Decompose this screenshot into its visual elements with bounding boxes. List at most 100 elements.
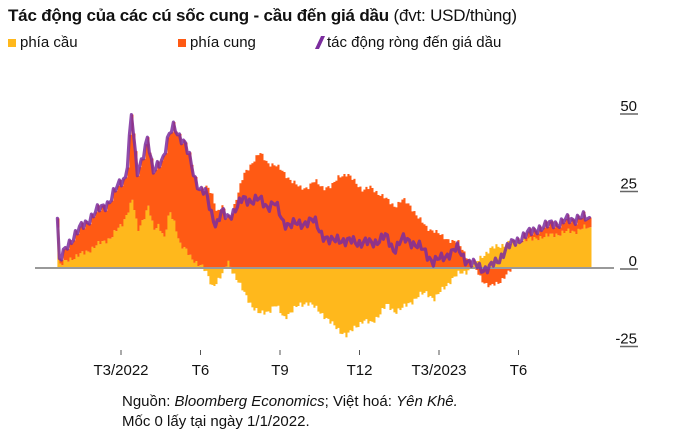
bar-supply [381, 194, 384, 268]
bar-supply [581, 218, 584, 229]
bar-supply [487, 268, 490, 288]
bar-demand [259, 268, 262, 314]
bar-demand [345, 268, 348, 338]
bar-supply [251, 163, 254, 268]
bar-demand [577, 228, 580, 268]
legend-item-net: tác động ròng đến giá dầu [314, 34, 501, 51]
bar-supply [85, 220, 88, 251]
net-impact-line [55, 113, 591, 275]
bar-demand [113, 230, 116, 268]
bar-supply [185, 142, 188, 249]
x-tick-label: T6 [510, 362, 528, 379]
bar-supply [269, 166, 272, 268]
bar-supply [159, 167, 162, 231]
bar-supply [79, 226, 82, 254]
bar-supply [329, 188, 332, 268]
bar-demand [429, 268, 432, 296]
bar-demand [217, 268, 220, 278]
bar-supply [575, 224, 578, 235]
bar-demand [141, 220, 144, 268]
bar-demand [221, 268, 224, 274]
bar-demand [147, 205, 150, 268]
bar-supply [267, 163, 270, 268]
bar-demand [245, 268, 248, 296]
bar-supply [337, 175, 340, 268]
bar-supply [409, 205, 412, 268]
bar-demand [531, 240, 534, 268]
bar-supply [423, 224, 426, 268]
x-tick-label: T3/2023 [411, 362, 466, 379]
bar-supply [395, 207, 398, 268]
bar-demand [425, 268, 428, 292]
bar-demand [323, 268, 326, 320]
bar-supply [441, 234, 444, 268]
bar-demand [359, 268, 362, 322]
bar-demand [287, 268, 290, 315]
bar-supply [589, 217, 592, 228]
bar-demand [285, 268, 288, 320]
bar-supply [485, 268, 488, 283]
y-tick-label: 0 [629, 253, 637, 270]
bar-demand [161, 233, 164, 268]
bar-demand [157, 223, 160, 268]
bar-demand [387, 268, 390, 304]
bar-demand [371, 268, 374, 322]
bar-demand [93, 248, 96, 268]
bar-demand [373, 268, 376, 323]
bar-supply [327, 186, 330, 268]
bar-demand [435, 268, 438, 295]
bar-demand [301, 268, 304, 307]
bar-demand [567, 228, 570, 268]
bar-supply [245, 169, 248, 268]
bar-demand [451, 268, 454, 279]
bar-demand [163, 236, 166, 268]
bar-supply [87, 222, 90, 252]
bar-demand [187, 254, 190, 268]
bar-supply [139, 167, 142, 226]
bar-supply [231, 213, 234, 268]
bar-demand [415, 268, 418, 299]
bar-demand [115, 231, 118, 268]
bar-supply [313, 182, 316, 268]
bar-supply [155, 169, 158, 229]
bar-supply [431, 230, 434, 268]
bar-demand [509, 244, 512, 268]
bar-supply [103, 204, 106, 241]
bar-supply [387, 198, 390, 268]
bar-supply [341, 176, 344, 268]
bar-demand [523, 238, 526, 268]
bar-supply [189, 152, 192, 255]
bar-supply [241, 180, 244, 268]
bar-demand [175, 231, 178, 268]
bar-demand [131, 199, 134, 268]
bar-supply [225, 218, 228, 267]
bar-supply [249, 164, 252, 268]
base-note: Mốc 0 lấy tại ngày 1/1/2022. [122, 413, 310, 430]
bar-demand [269, 268, 272, 313]
bar-demand [231, 268, 234, 274]
bar-supply [117, 185, 120, 228]
bar-supply [525, 237, 528, 242]
bar-demand [331, 268, 334, 322]
bar-demand [533, 237, 536, 268]
bar-demand [125, 215, 128, 268]
bar-supply [505, 268, 508, 275]
y-tick-label: -25 [615, 331, 637, 348]
x-tick-label: T12 [347, 362, 373, 379]
bar-demand [61, 265, 64, 268]
bar-supply [499, 268, 502, 284]
bar-supply [83, 228, 86, 255]
bar-demand [343, 268, 346, 333]
bar-supply [577, 215, 580, 229]
bar-demand [193, 262, 196, 268]
bar-demand [483, 255, 486, 268]
bar-demand [549, 233, 552, 268]
bar-demand [183, 246, 186, 268]
bar-supply [587, 218, 590, 228]
bar-demand [553, 237, 556, 268]
bar-supply [213, 203, 216, 268]
bar-demand [71, 260, 74, 268]
bar-supply [355, 183, 358, 268]
bar-demand [339, 268, 342, 334]
bar-demand [101, 241, 104, 268]
